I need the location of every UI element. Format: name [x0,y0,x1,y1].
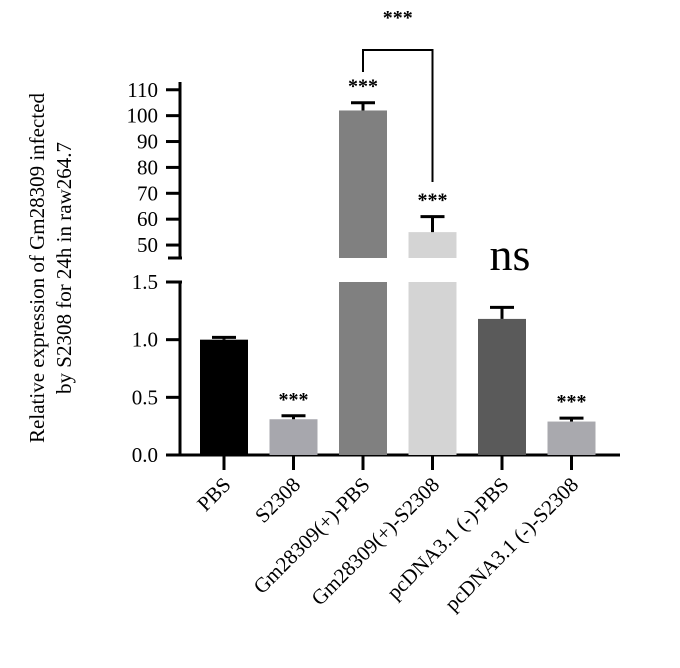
y-tick-label: 0.5 [132,385,158,409]
y-axis-title-line-2: by S2308 for 24h in raw264.7 [52,142,76,394]
category-label: PBS [192,473,235,516]
significance-label: *** [557,391,587,413]
y-tick-label: 60 [137,207,158,231]
error-bars [212,101,584,422]
bar [547,421,596,455]
bars [200,110,596,455]
y-tick-label: 0.0 [132,443,158,467]
bar-upper-segment [408,232,457,258]
significance-label: *** [279,389,309,411]
y-axis-title-line-1: Relative expression of Gm28309 infected [25,93,49,443]
category-label: Gm28309(+)-PBS [249,473,375,599]
bar-lower-segment [339,282,387,455]
category-label: Gm28309(+)-S2308 [306,473,444,611]
category-labels: PBS S2308Gm28309(+)-PBSGm28309(+)-S2308pc… [192,473,583,616]
bracket-label: *** [383,7,413,29]
significance-label: *** [418,190,448,212]
y-axis-title: Relative expression of Gm28309 infected … [25,93,76,443]
bar-lower-segment [408,282,457,455]
y-tick-label: 80 [137,155,158,179]
x-ticks [222,455,573,470]
significance-labels: *** *** *** ns *** [279,76,587,413]
comparison-bracket: *** [362,7,434,182]
y-tick-label: 50 [137,233,158,257]
category-label: pcDNA3.1 (-)-PBS [382,473,514,605]
bar [269,419,318,455]
category-label: S2308 [250,473,305,528]
bar-upper-segment [339,110,387,259]
category-label: pcDNA3.1 (-)-S2308 [440,473,583,616]
bar [478,318,526,455]
significance-label: *** [348,76,378,98]
y-tick-label: 100 [127,104,159,128]
y-tick-label: 90 [137,130,158,154]
bar [200,339,248,455]
y-tick-label: 1.5 [132,270,158,294]
y-tick-label: 70 [137,181,158,205]
y-tick-label: 110 [127,78,158,102]
significance-label: ns [490,229,531,280]
y-tick-label: 1.0 [132,328,158,352]
bracket-line [362,49,434,182]
